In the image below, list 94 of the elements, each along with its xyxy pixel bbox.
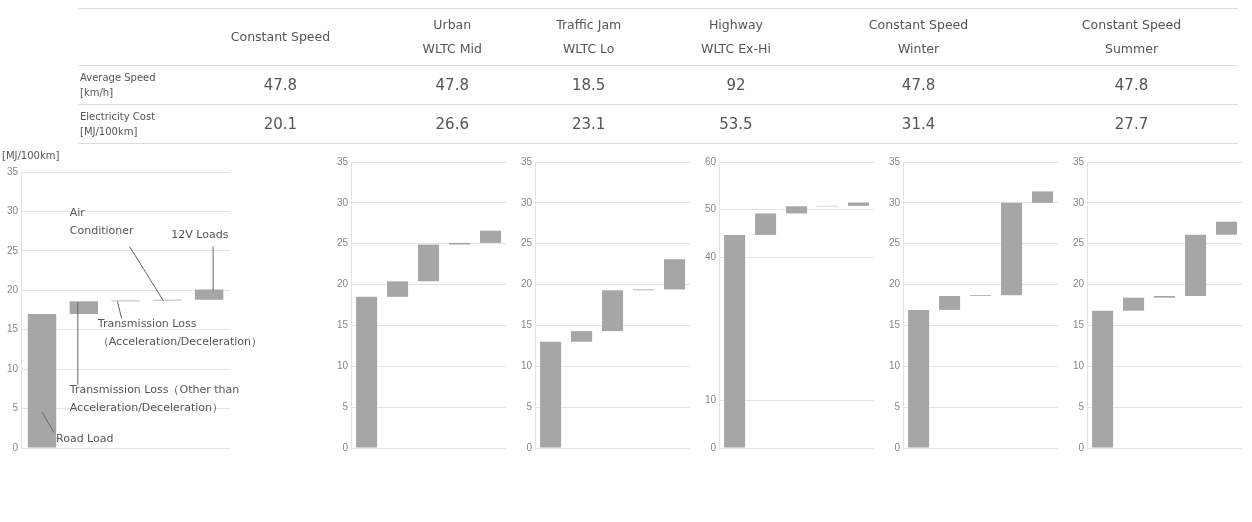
- y-tick-label: 25: [521, 237, 533, 249]
- y-tick-label: 15: [1073, 319, 1085, 331]
- y-tick-label: 0: [1078, 441, 1085, 453]
- data-label: 47.8: [174, 65, 387, 105]
- bar: [1031, 191, 1054, 203]
- annotation: Transmission Loss （Acceleration/Deceleration）: [96, 316, 263, 348]
- y-tick-label: 25: [337, 237, 349, 249]
- y-tick-label: 5: [12, 402, 19, 414]
- y-tick-label: 10: [337, 360, 349, 372]
- y-tick-label: 30: [1073, 196, 1085, 208]
- bar: [571, 331, 593, 342]
- y-tick-label: 15: [521, 319, 533, 331]
- data-label: 47.8: [1025, 65, 1238, 105]
- bar: [194, 289, 224, 300]
- category-label: Constant Speed Summer: [1025, 8, 1238, 66]
- y-tick-label: 50: [705, 203, 717, 215]
- y-tick-label: 30: [521, 196, 533, 208]
- y-tick-label: 0: [710, 441, 717, 453]
- y-tick-label: 30: [7, 205, 19, 217]
- data-label: 26.6: [386, 104, 518, 144]
- y-tick-label: 35: [889, 155, 901, 167]
- bar: [1215, 221, 1238, 235]
- annotation: Road Load: [56, 432, 114, 446]
- bar: [847, 202, 870, 206]
- data-label: 23.1: [517, 104, 660, 144]
- data-label: 47.8: [386, 65, 518, 105]
- bar: [1185, 234, 1207, 297]
- y-tick-label: 15: [337, 319, 349, 331]
- bar: [387, 281, 409, 297]
- bar: [27, 313, 57, 448]
- y-tick-label: 10: [521, 360, 533, 372]
- bar: [908, 309, 930, 448]
- y-tick-label: 15: [889, 319, 901, 331]
- bar: [1001, 202, 1023, 296]
- y-tick-label: 35: [1073, 155, 1085, 167]
- bar: [755, 213, 777, 235]
- y-tick-label: 10: [889, 360, 901, 372]
- category-label: Traffic Jam WLTC Lo: [517, 8, 660, 66]
- category-label: Constant Speed Winter: [812, 8, 1026, 66]
- y-tick-label: 5: [342, 400, 349, 412]
- y-tick-label: 0: [526, 441, 533, 453]
- y-tick-label: 10: [705, 394, 717, 406]
- data-label: 27.7: [1025, 104, 1238, 144]
- y-axis-title: [MJ/100km]: [2, 150, 60, 161]
- data-label: 53.5: [659, 104, 813, 144]
- y-tick-label: 20: [889, 278, 901, 290]
- y-tick-label: 35: [337, 155, 349, 167]
- category-label: Urban WLTC Mid: [386, 8, 518, 66]
- y-tick-label: 60: [705, 155, 717, 167]
- y-tick-label: 10: [7, 362, 19, 374]
- bar: [786, 206, 808, 214]
- y-tick-label: 15: [7, 323, 19, 335]
- bar: [1092, 310, 1114, 448]
- y-tick-label: 0: [12, 441, 19, 453]
- annotation: Air Conditioner: [69, 206, 135, 238]
- y-tick-label: 25: [1073, 237, 1085, 249]
- y-tick-label: 20: [337, 278, 349, 290]
- y-tick-label: 35: [7, 165, 19, 177]
- bar: [479, 230, 502, 243]
- data-label: 18.5: [517, 65, 660, 105]
- y-tick-label: 0: [342, 441, 349, 453]
- bar: [540, 341, 562, 448]
- y-tick-label: 30: [889, 196, 901, 208]
- bar: [418, 244, 440, 282]
- bar: [939, 296, 961, 310]
- y-tick-label: 5: [894, 400, 901, 412]
- y-tick-label: 0: [894, 441, 901, 453]
- y-tick-label: 10: [1073, 360, 1085, 372]
- bar: [602, 290, 624, 332]
- y-tick-label: 5: [526, 400, 533, 412]
- bar: [1123, 297, 1145, 311]
- data-label: 47.8: [812, 65, 1026, 105]
- text: Average Speed [km/h]: [78, 65, 174, 105]
- bar: [663, 259, 686, 290]
- y-tick-label: 25: [7, 244, 19, 256]
- y-tick-label: 20: [7, 284, 19, 296]
- bar: [356, 296, 378, 448]
- data-label: 20.1: [174, 104, 387, 144]
- data-label: 31.4: [812, 104, 1026, 144]
- category-label: Highway WLTC Ex-Hi: [659, 8, 813, 66]
- annotation: 12V Loads: [171, 228, 229, 242]
- y-tick-label: 35: [521, 155, 533, 167]
- bar: [69, 301, 98, 314]
- y-tick-label: 25: [889, 237, 901, 249]
- text: Electricity Cost [MJ/100km]: [78, 104, 174, 144]
- data-label: 92: [659, 65, 813, 105]
- category-label: Constant Speed: [174, 8, 387, 66]
- y-tick-label: 40: [705, 251, 717, 263]
- y-tick-label: 20: [521, 278, 533, 290]
- y-tick-label: 30: [337, 196, 349, 208]
- annotation: Transmission Loss（Other than Acceleration/Deceleration）: [68, 382, 240, 414]
- y-tick-label: 5: [1078, 400, 1085, 412]
- y-tick-label: 20: [1073, 278, 1085, 290]
- bar: [724, 234, 746, 448]
